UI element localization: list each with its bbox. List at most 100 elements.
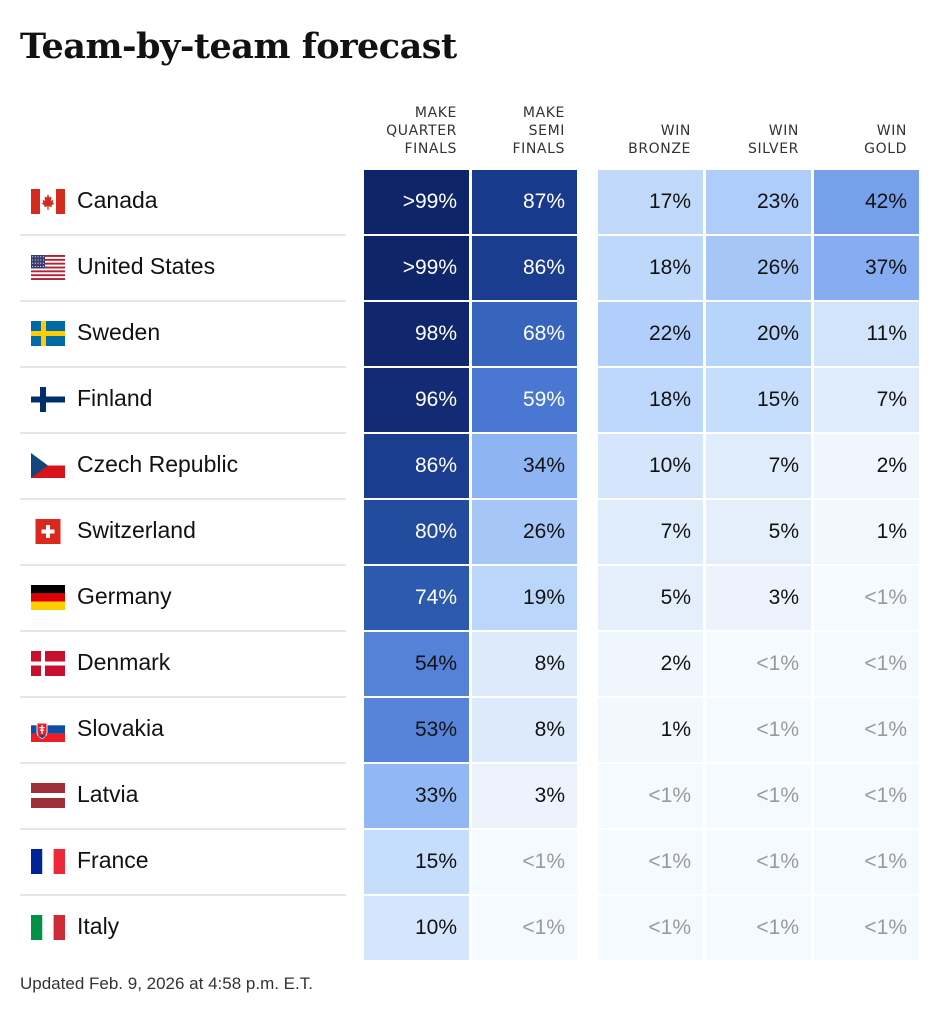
team-row: Canada <box>20 170 346 236</box>
probability-cell-qf: 86% <box>364 434 469 498</box>
probability-cell-bronze: 18% <box>598 236 703 300</box>
column-header-line: GOLD <box>864 141 907 157</box>
germany-flag-icon <box>31 585 65 610</box>
probability-cell-sf: 34% <box>472 434 577 498</box>
probability-cell-sf: 86% <box>472 236 577 300</box>
probability-cell-silver: 15% <box>706 368 811 432</box>
team-name: Slovakia <box>77 715 164 741</box>
probability-cell-silver: 26% <box>706 236 811 300</box>
probability-cell-gold: 2% <box>814 434 919 498</box>
latvia-flag-icon <box>31 783 65 808</box>
column-header-bronze: WIN BRONZE <box>595 122 691 158</box>
column-header-line: BRONZE <box>628 141 691 157</box>
probability-cell-qf: 98% <box>364 302 469 366</box>
column-header-sf: MAKE SEMI FINALS <box>469 104 565 158</box>
team-row: Switzerland <box>20 500 346 566</box>
probability-cell-bronze: 22% <box>598 302 703 366</box>
team-row: France <box>20 830 346 896</box>
team-row: Latvia <box>20 764 346 830</box>
column-header-line: FINALS <box>512 141 565 157</box>
probability-cell-gold: <1% <box>814 896 919 960</box>
probability-cell-sf: 87% <box>472 170 577 234</box>
probability-cell-bronze: <1% <box>598 896 703 960</box>
probability-cell-gold: 1% <box>814 500 919 564</box>
column-header-line: SEMI <box>528 123 565 139</box>
team-name: United States <box>77 253 216 279</box>
team-row: Italy <box>20 896 346 962</box>
canada-flag-icon <box>31 189 65 214</box>
probability-cell-sf: <1% <box>472 830 577 894</box>
probability-cell-gold: <1% <box>814 698 919 762</box>
probability-cell-bronze: 5% <box>598 566 703 630</box>
column-header-line: FINALS <box>404 141 457 157</box>
team-name: Finland <box>77 385 153 411</box>
probability-cell-gold: 7% <box>814 368 919 432</box>
page-title: Team-by-team forecast <box>20 26 457 67</box>
team-row: Denmark <box>20 632 346 698</box>
probability-cell-gold: <1% <box>814 566 919 630</box>
probability-cell-silver: 5% <box>706 500 811 564</box>
probability-cell-bronze: <1% <box>598 764 703 828</box>
probability-cell-silver: 23% <box>706 170 811 234</box>
team-row: Czech Republic <box>20 434 346 500</box>
probability-cell-qf: 53% <box>364 698 469 762</box>
probability-cell-bronze: 10% <box>598 434 703 498</box>
probability-cell-qf: 33% <box>364 764 469 828</box>
team-row: Slovakia <box>20 698 346 764</box>
czech-republic-flag-icon <box>31 453 65 478</box>
probability-cell-gold: <1% <box>814 830 919 894</box>
team-row: Finland <box>20 368 346 434</box>
team-name: Italy <box>77 913 120 939</box>
probability-cell-sf: 26% <box>472 500 577 564</box>
probability-cell-gold: <1% <box>814 632 919 696</box>
italy-flag-icon <box>31 915 65 940</box>
column-header-line: QUARTER <box>386 123 457 139</box>
sweden-flag-icon <box>31 321 65 346</box>
probability-cell-qf: 74% <box>364 566 469 630</box>
probability-cell-qf: 96% <box>364 368 469 432</box>
probability-cell-sf: 59% <box>472 368 577 432</box>
probability-cell-silver: <1% <box>706 830 811 894</box>
team-name: Canada <box>77 187 158 213</box>
probability-cell-silver: <1% <box>706 764 811 828</box>
france-flag-icon <box>31 849 65 874</box>
team-name: Latvia <box>77 781 139 807</box>
finland-flag-icon <box>31 387 65 412</box>
column-header-qf: MAKE QUARTER FINALS <box>361 104 457 158</box>
probability-cell-bronze: 2% <box>598 632 703 696</box>
probability-cell-sf: 8% <box>472 698 577 762</box>
probability-cell-bronze: 18% <box>598 368 703 432</box>
team-row: Sweden <box>20 302 346 368</box>
probability-cell-silver: 7% <box>706 434 811 498</box>
united-states-flag-icon <box>31 255 65 280</box>
probability-cell-sf: 8% <box>472 632 577 696</box>
probability-cell-gold: 37% <box>814 236 919 300</box>
column-header-silver: WIN SILVER <box>703 122 799 158</box>
column-header-gold: WIN GOLD <box>811 122 907 158</box>
column-header-line: SILVER <box>747 141 799 157</box>
probability-cell-gold: 11% <box>814 302 919 366</box>
probability-cell-gold: 42% <box>814 170 919 234</box>
slovakia-flag-icon <box>31 717 65 742</box>
probability-cell-silver: <1% <box>706 896 811 960</box>
team-name: Czech Republic <box>77 451 239 477</box>
column-header-line: MAKE <box>414 105 457 121</box>
switzerland-flag-icon <box>31 519 65 544</box>
denmark-flag-icon <box>31 651 65 676</box>
team-name: France <box>77 847 149 873</box>
probability-cell-silver: <1% <box>706 698 811 762</box>
team-row: United States <box>20 236 346 302</box>
probability-cell-silver: 20% <box>706 302 811 366</box>
probability-cell-bronze: 17% <box>598 170 703 234</box>
team-name: Germany <box>77 583 172 609</box>
probability-cell-qf: >99% <box>364 236 469 300</box>
column-header-line: MAKE <box>522 105 565 121</box>
probability-cell-silver: <1% <box>706 632 811 696</box>
team-name: Denmark <box>77 649 171 675</box>
probability-cell-qf: >99% <box>364 170 469 234</box>
probability-cell-qf: 15% <box>364 830 469 894</box>
probability-cell-sf: 19% <box>472 566 577 630</box>
team-name: Sweden <box>77 319 161 345</box>
probability-cell-bronze: 1% <box>598 698 703 762</box>
probability-cell-bronze: <1% <box>598 830 703 894</box>
